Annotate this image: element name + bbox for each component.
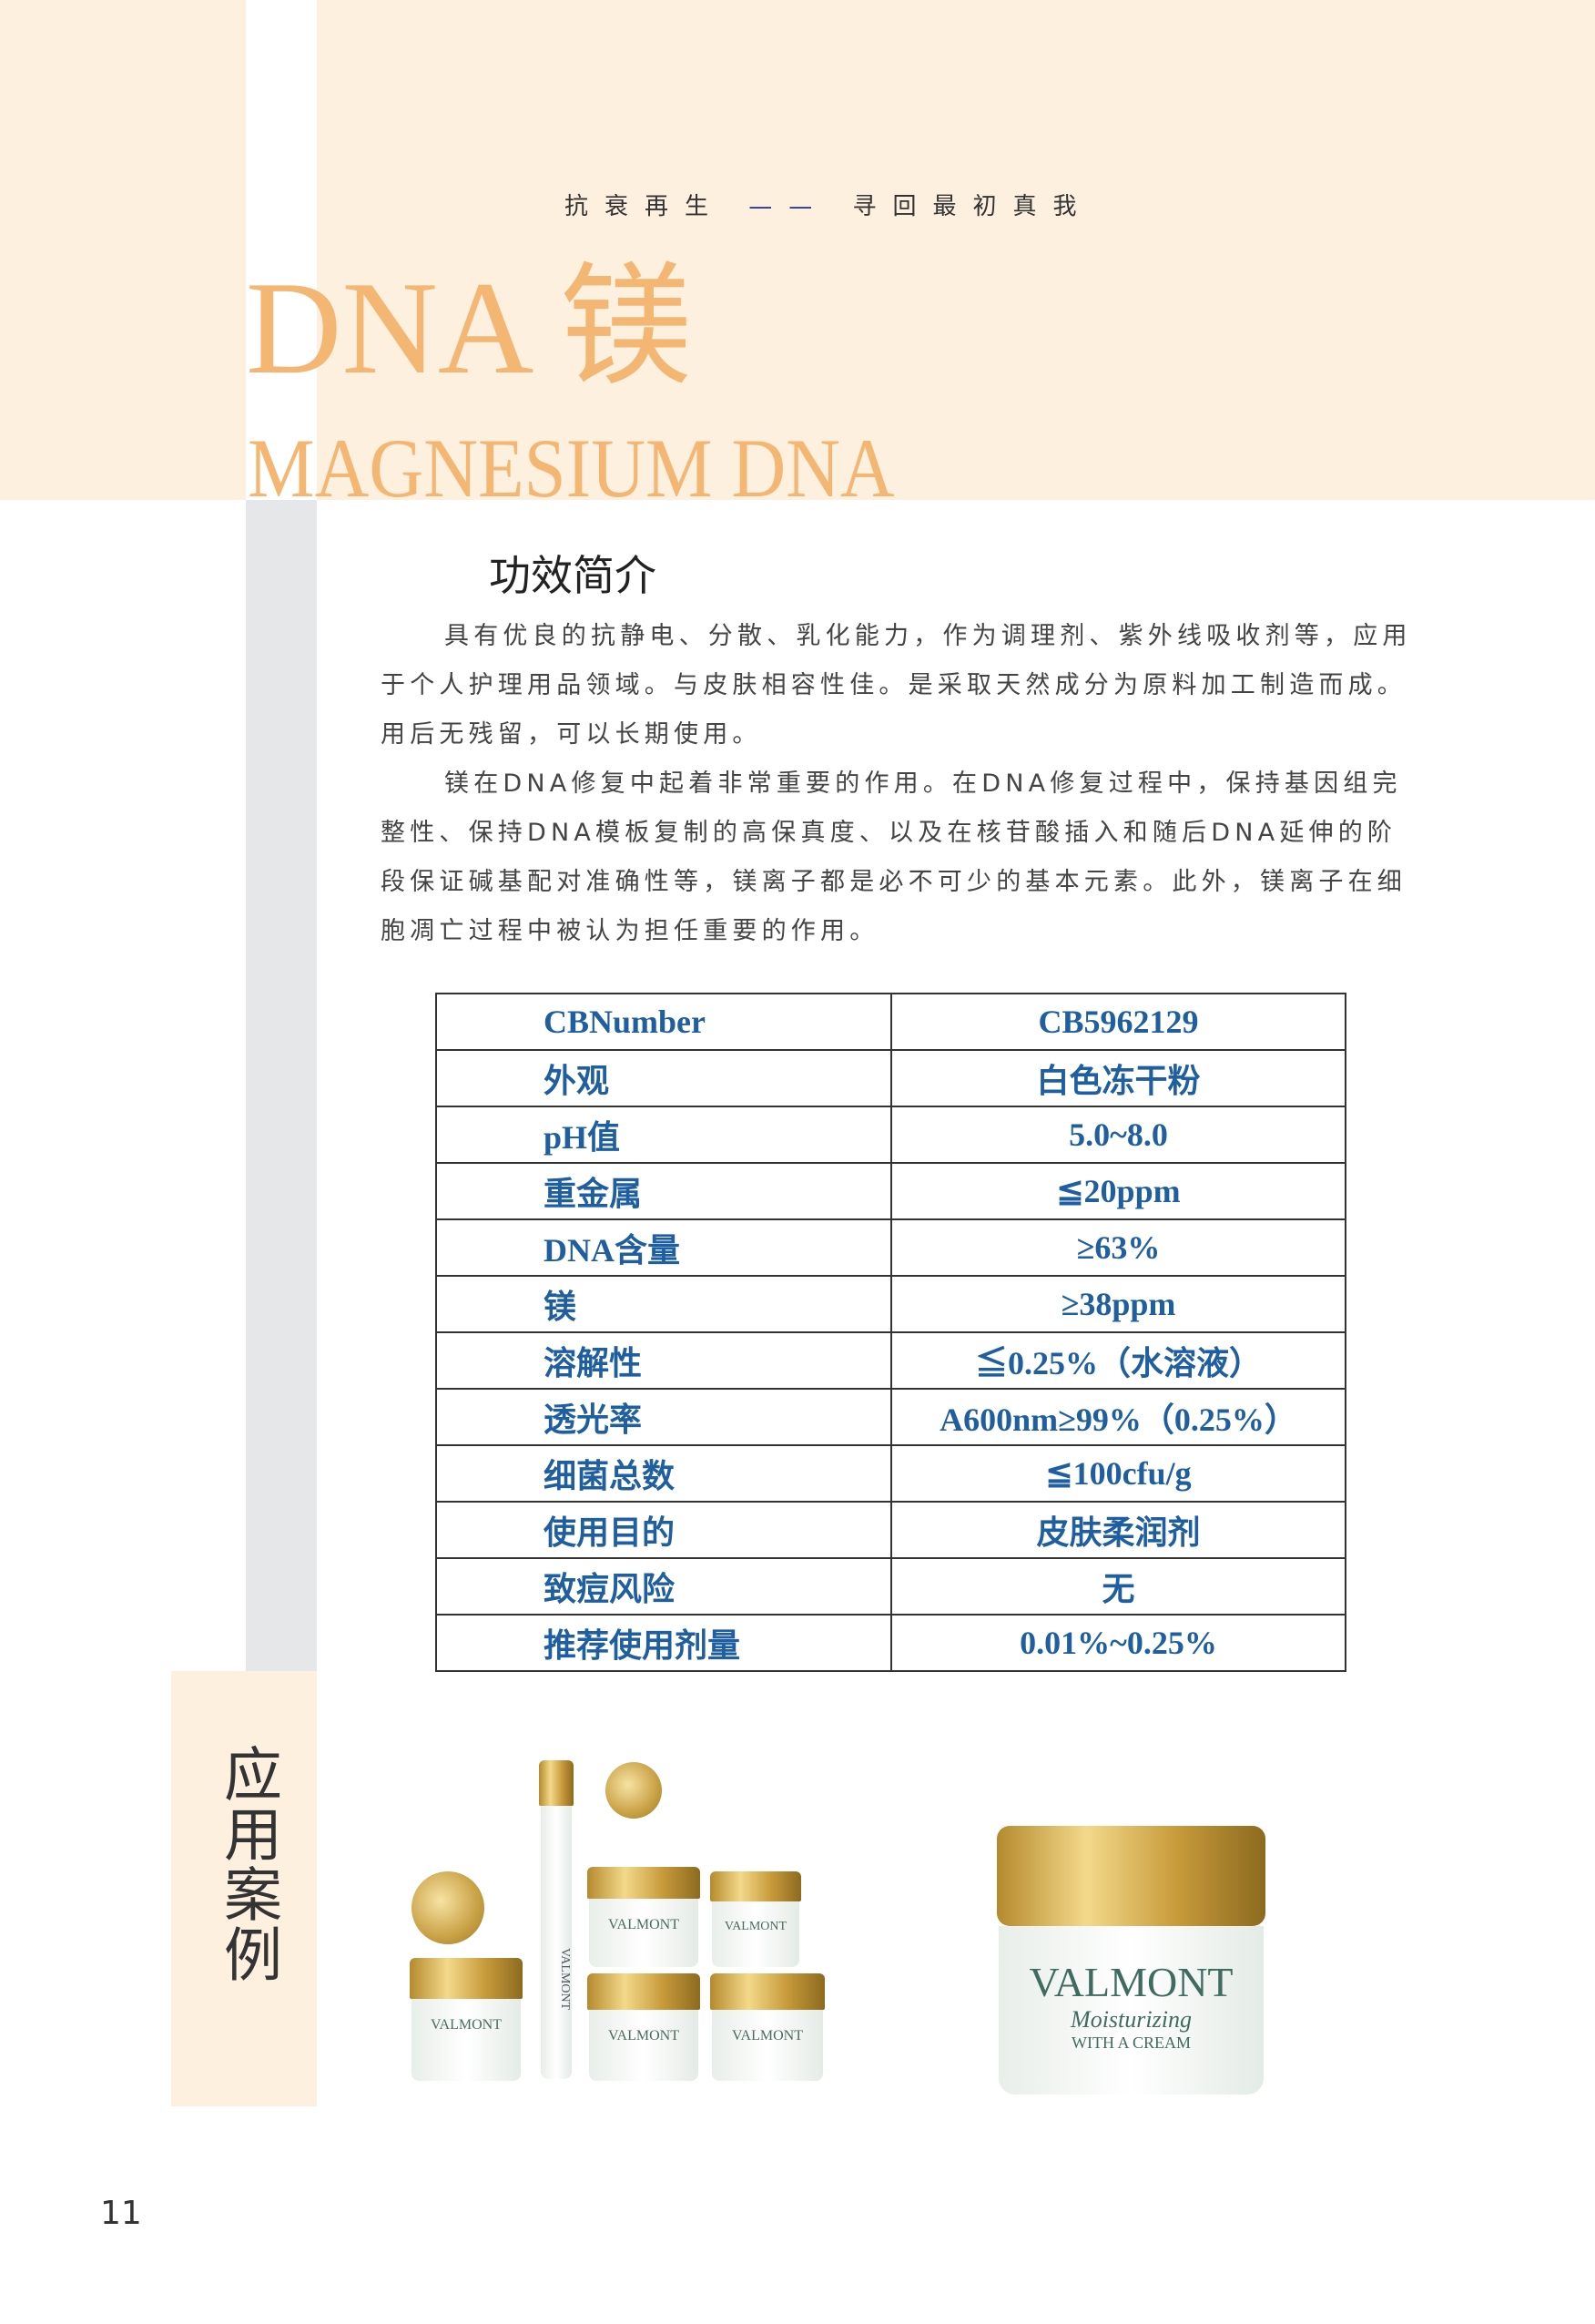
- product-subtitle: WITH A CREAM: [1071, 2034, 1191, 2052]
- spec-key: 细菌总数: [435, 1444, 892, 1503]
- table-row: 透光率 A600nm≥99%（0.25%）: [435, 1388, 1346, 1446]
- spec-key: 使用目的: [435, 1501, 892, 1559]
- jar: VALMONT: [410, 1958, 523, 2081]
- jar: VALMONT: [710, 1871, 801, 1967]
- product-image-cream: VALMONT Moisturizing WITH A CREAM: [997, 1826, 1279, 2095]
- spec-value: CB5962129: [890, 993, 1346, 1051]
- spec-value: A600nm≥99%（0.25%）: [890, 1388, 1346, 1446]
- table-row: 溶解性 ≦0.25%（水溶液）: [435, 1331, 1346, 1390]
- spec-value: 皮肤柔润剂: [890, 1501, 1346, 1559]
- spec-table: CBNumber CB5962129 外观 白色冻干粉 pH值 5.0~8.0 重金属 ≦20…: [435, 993, 1346, 1672]
- spec-key: 致痘风险: [435, 1557, 892, 1616]
- paragraph: 具有优良的抗静电、分散、乳化能力，作为调理剂、紫外线吸收剂等，应用于个人护理用品…: [381, 622, 1412, 749]
- spec-key: 外观: [435, 1049, 892, 1107]
- decorative-stripe: [246, 0, 317, 500]
- brand-logo: VALMONT: [1029, 1959, 1234, 2005]
- table-row: CBNumber CB5962129: [435, 993, 1346, 1051]
- serum-bottle: VALMONT: [539, 1760, 574, 2079]
- spec-value: ≦100cfu/g: [890, 1444, 1346, 1503]
- paragraph: 镁在DNA修复中起着非常重要的作用。在DNA修复过程中，保持基因组完整性、保持D…: [381, 770, 1407, 945]
- spec-key: 重金属: [435, 1162, 892, 1220]
- page-number: 11: [100, 2195, 142, 2232]
- jar: VALMONT: [587, 1867, 700, 1967]
- table-row: 推荐使用剂量 0.01%~0.25%: [435, 1614, 1346, 1672]
- jar-lid: [411, 1871, 484, 1944]
- table-row: 外观 白色冻干粉: [435, 1049, 1346, 1107]
- table-row: 使用目的 皮肤柔润剂: [435, 1501, 1346, 1559]
- page-title: DNA 镁: [246, 254, 693, 402]
- spec-key: pH值: [435, 1106, 892, 1164]
- spec-value: ≥38ppm: [890, 1275, 1346, 1333]
- table-row: DNA含量 ≥63%: [435, 1218, 1346, 1277]
- decorative-stripe-grey: [246, 500, 317, 1671]
- cream-jar: VALMONT Moisturizing WITH A CREAM: [997, 1826, 1265, 2095]
- jar: VALMONT: [587, 1973, 700, 2081]
- table-row: 细菌总数 ≦100cfu/g: [435, 1444, 1346, 1503]
- spec-key: 镁: [435, 1275, 892, 1333]
- tagline-left: 抗衰再生: [564, 193, 726, 220]
- tagline-right: 寻回最初真我: [852, 193, 1093, 220]
- jar-lid: [605, 1762, 662, 1819]
- spec-key: 透光率: [435, 1388, 892, 1446]
- product-image-set: VALMONT VALMONT VALMONT VALMONT VALMONT …: [391, 1760, 856, 2099]
- tagline-dash: ——: [748, 193, 829, 220]
- spec-value: ≦0.25%（水溶液）: [890, 1331, 1346, 1390]
- intro-text: 具有优良的抗静电、分散、乳化能力，作为调理剂、紫外线吸收剂等，应用于个人护理用品…: [381, 612, 1414, 956]
- case-label: 应用案例: [214, 1744, 281, 1984]
- spec-key: DNA含量: [435, 1218, 892, 1277]
- spec-value: 无: [890, 1557, 1346, 1616]
- spec-value: ≥63%: [890, 1218, 1346, 1277]
- product-name: Moisturizing: [1071, 2006, 1192, 2033]
- spec-value: 0.01%~0.25%: [890, 1614, 1346, 1672]
- table-row: 重金属 ≦20ppm: [435, 1162, 1346, 1220]
- tagline: 抗衰再生 —— 寻回最初真我: [564, 188, 1077, 221]
- page-title-english: MAGNESIUM DNA: [248, 422, 895, 515]
- spec-key: 溶解性: [435, 1331, 892, 1390]
- spec-value: 5.0~8.0: [890, 1106, 1346, 1164]
- spec-key: 推荐使用剂量: [435, 1614, 892, 1672]
- table-row: 致痘风险无: [435, 1557, 1346, 1616]
- case-label-box: [171, 1671, 317, 2106]
- table-row: 镁 ≥38ppm: [435, 1275, 1346, 1333]
- jar: VALMONT: [710, 1973, 825, 2081]
- spec-key: CBNumber: [435, 993, 892, 1051]
- spec-value: 白色冻干粉: [890, 1049, 1346, 1107]
- section-heading: 功效简介: [489, 551, 656, 600]
- table-row: pH值 5.0~8.0: [435, 1106, 1346, 1164]
- spec-value: ≦20ppm: [890, 1162, 1346, 1220]
